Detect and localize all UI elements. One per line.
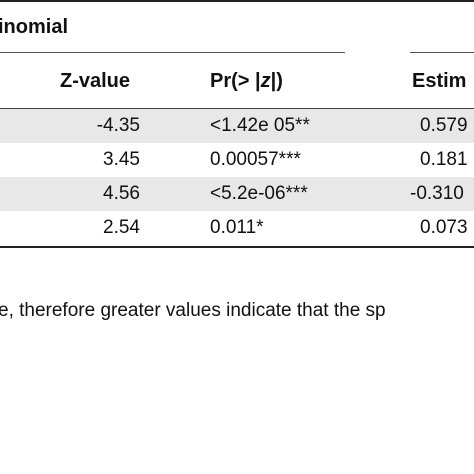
table-row-band — [0, 109, 474, 143]
cell-pr: 0.00057*** — [210, 149, 301, 170]
cell-pr: <5.2e-06*** — [210, 183, 308, 204]
cell-z-value: -4.35 — [96, 115, 140, 136]
table-bottom-border — [0, 246, 474, 248]
cell-estimate: -0.310 — [410, 183, 464, 204]
cell-pr: 0.011* — [210, 217, 264, 238]
header-pr-variable: z — [260, 70, 271, 92]
cell-z-value: 3.45 — [103, 149, 140, 170]
table-footnote: e, therefore greater values indicate tha… — [0, 300, 386, 321]
cell-estimate: 0.073 — [420, 217, 468, 238]
header-z-value: Z-value — [60, 70, 131, 92]
header-pr-prefix: Pr(> | — [210, 70, 261, 92]
table-row-band — [0, 177, 474, 211]
header-estimate: Estim — [412, 70, 467, 92]
cell-z-value: 2.54 — [103, 217, 140, 238]
section-title-underline-right — [410, 52, 474, 53]
header-pr-suffix: |) — [270, 70, 283, 92]
cell-estimate: 0.181 — [420, 149, 468, 170]
header-pr: Pr(> |z|) — [210, 70, 283, 93]
cell-z-value: 4.56 — [103, 183, 140, 204]
table-top-border — [0, 0, 474, 2]
section-title: inomial — [0, 16, 69, 38]
header-bottom-border — [0, 108, 474, 109]
cell-pr: <1.42e 05** — [210, 115, 310, 136]
cell-estimate: 0.579 — [420, 115, 468, 136]
section-title-underline — [0, 52, 345, 53]
